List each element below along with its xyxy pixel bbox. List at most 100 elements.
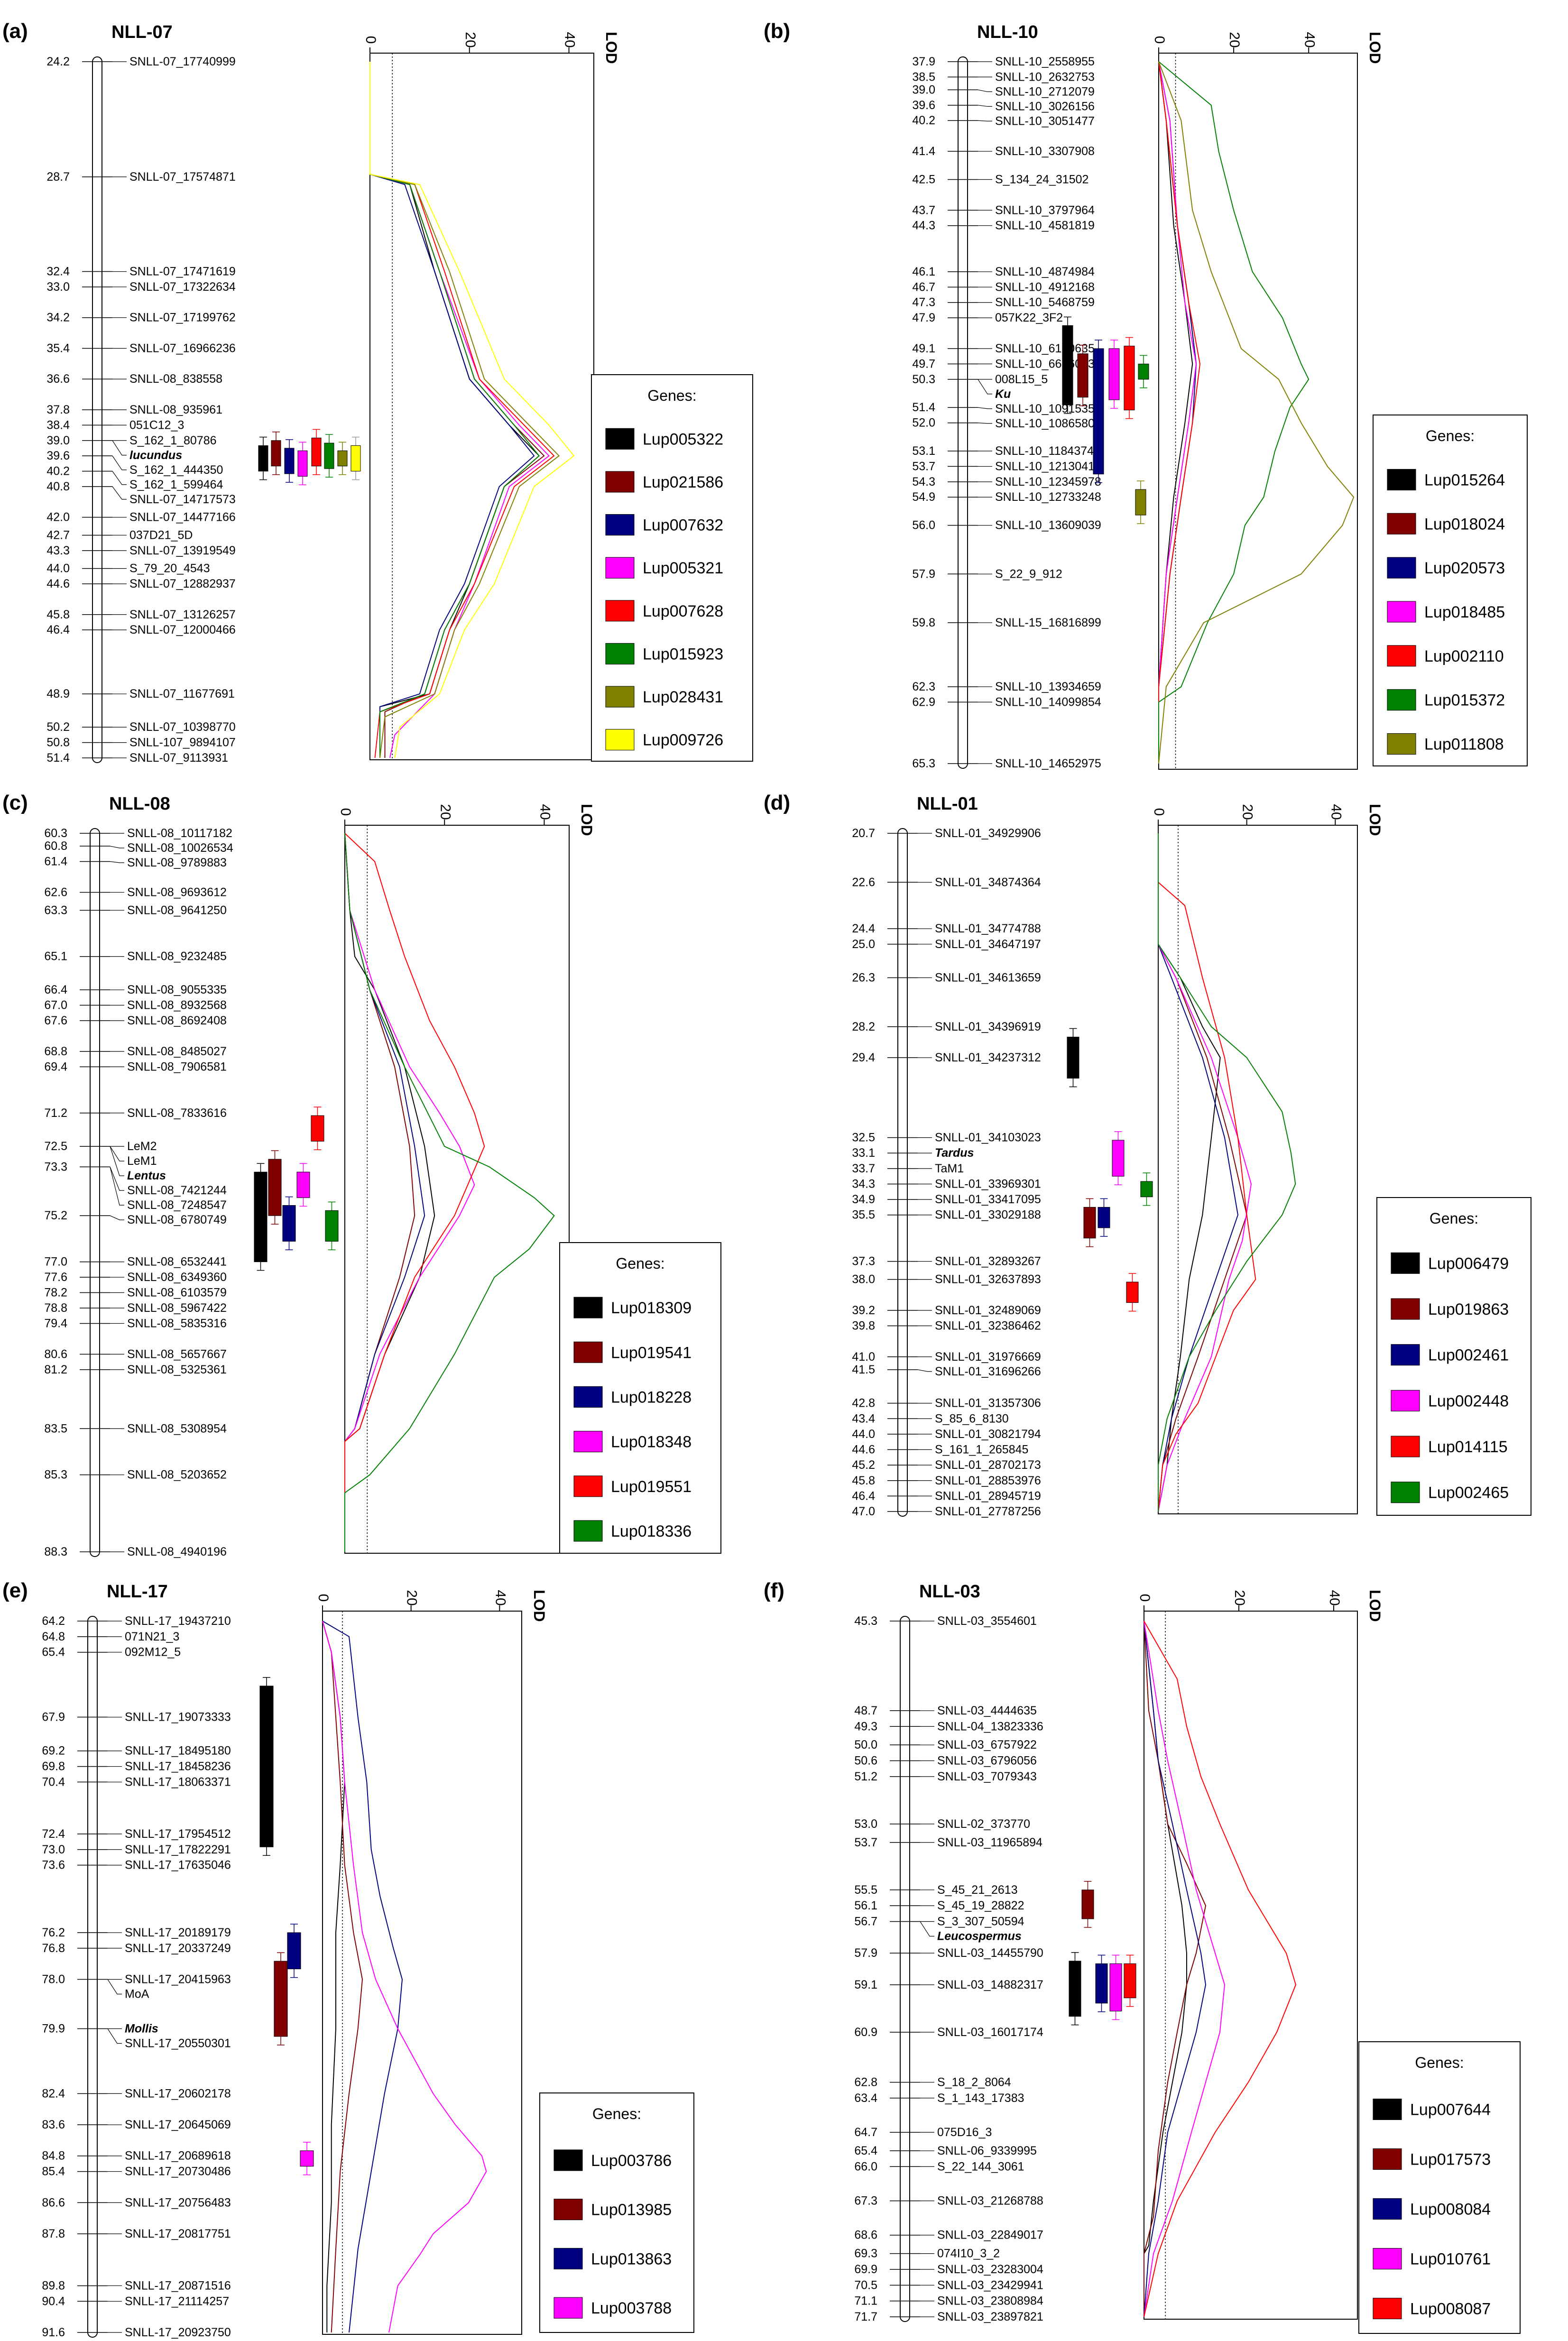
marker-position: 22.6 [852, 876, 875, 889]
marker-name: SNLL-01_32637893 [935, 1273, 1041, 1286]
marker-position: 63.4 [854, 2092, 877, 2105]
marker-name: SNLL-07_14477166 [129, 511, 236, 524]
qtl-interval-lup018336 [325, 1201, 339, 1251]
marker-connector [978, 120, 992, 122]
marker-name: SNLL-01_33029188 [935, 1208, 1041, 1222]
qtl-box [1138, 363, 1149, 380]
marker-name: SNLL-08_5835316 [127, 1317, 227, 1330]
marker-position: 45.8 [46, 608, 70, 621]
panel-label: (c) [2, 791, 28, 814]
marker-name: SNLL-01_31696266 [935, 1365, 1041, 1378]
legend-swatch [553, 2149, 583, 2171]
legend: Genes: Lup015264 Lup018024 Lup020573 Lup0184… [1373, 415, 1528, 766]
marker-position: 50.8 [46, 736, 70, 749]
lod-tick-label: 40 [1328, 804, 1344, 820]
qtl-box [296, 1171, 310, 1198]
marker-position: 50.3 [912, 373, 935, 386]
legend-swatch [605, 514, 635, 536]
legend-label: Lup015372 [1424, 691, 1505, 710]
marker-connector [110, 1215, 124, 1220]
legend-label: Lup018228 [611, 1388, 692, 1406]
legend: Genes: Lup006479 Lup019863 Lup002461 Lup0024… [1376, 1197, 1531, 1516]
marker-position: 34.2 [46, 311, 70, 324]
marker-position: 83.5 [44, 1422, 67, 1435]
marker-position: 56.7 [854, 1915, 877, 1928]
lod-plot: 0 20 40 LOD [1137, 1590, 1384, 2320]
marker-position: 38.4 [46, 418, 70, 432]
legend-label: Lup007632 [643, 516, 723, 535]
qtl-interval-lup018309 [254, 1163, 267, 1271]
lod-tick-label: 0 [338, 808, 353, 816]
marker-name: SNLL-17_17635046 [125, 1859, 231, 1872]
legend-swatch [573, 1386, 603, 1408]
qtl-interval-lup007632 [284, 439, 295, 483]
lod-profile-lup018348 [344, 833, 475, 1552]
qtl-box [254, 1171, 267, 1263]
marker-name: Tardus [935, 1146, 974, 1160]
qtl-box [287, 1932, 301, 1970]
marker-position: 54.9 [912, 490, 935, 504]
marker-position: 69.3 [854, 2247, 877, 2260]
marker-position: 63.3 [44, 903, 67, 917]
legend-swatch [1387, 469, 1416, 490]
marker-position: 62.9 [912, 695, 935, 709]
qtl-box [1140, 1181, 1153, 1198]
marker-position: 40.2 [912, 114, 935, 127]
marker-position: 89.8 [42, 2279, 65, 2292]
marker-name: SNLL-17_20337249 [125, 1942, 231, 1955]
marker-name: S_79_20_4543 [129, 562, 210, 575]
legend-swatch [553, 2297, 583, 2319]
marker-position: 81.2 [44, 1363, 67, 1376]
legend-swatch [1387, 601, 1416, 623]
qtl-interval-lup018485 [1108, 340, 1120, 409]
panel-nll-01: (d) NLL-01 20.7 SNLL-01_34929906 22.6 SNLL-01… [764, 791, 1531, 1518]
marker-name: S_161_1_265845 [935, 1443, 1028, 1456]
qtl-box [274, 1961, 288, 2037]
marker-position: 73.0 [42, 1843, 65, 1856]
marker-position: 53.1 [912, 444, 935, 458]
lod-tick-label: 40 [1327, 1590, 1342, 1605]
marker-position: 56.0 [912, 519, 935, 532]
marker-position: 67.0 [44, 999, 67, 1012]
marker-name: Leucospermus [937, 1929, 1022, 1943]
legend-label: Lup018336 [611, 1522, 692, 1540]
lod-profile-lup005321 [369, 62, 550, 758]
qtl-box [311, 1115, 324, 1142]
lod-plot: 0 20 40 LOD [315, 1590, 548, 2335]
marker-position: 39.2 [852, 1304, 875, 1317]
marker-position: 57.9 [854, 1946, 877, 1960]
marker-position: 32.5 [852, 1131, 875, 1144]
marker-name: SNLL-01_34774788 [935, 922, 1041, 935]
marker-name: SNLL-08_838558 [129, 372, 222, 386]
marker-position: 28.2 [852, 1020, 875, 1033]
marker-name: SNLL-08_5967422 [127, 1301, 227, 1315]
qtl-box [1098, 1207, 1110, 1228]
marker-name: SNLL-17_18495180 [125, 1744, 231, 1758]
qtl-interval-lup003786 [259, 1677, 274, 1856]
marker-name: SNLL-03_23808984 [937, 2295, 1043, 2308]
legend-swatch [553, 2248, 583, 2269]
marker-connector [978, 379, 992, 395]
marker-position: 55.5 [854, 1883, 877, 1897]
marker-name: SNLL-07_17574871 [129, 170, 236, 184]
marker-name: SNLL-10_5468759 [995, 296, 1095, 309]
marker-position: 69.8 [42, 1760, 65, 1773]
marker-name: SNLL-10_6150635 [995, 342, 1095, 355]
marker-position: 80.6 [44, 1347, 67, 1361]
marker-position: 62.6 [44, 885, 67, 899]
lod-profile-lup003788 [322, 1621, 487, 2333]
lod-profile-lup011808 [1158, 61, 1355, 764]
marker-position: 64.8 [42, 1630, 65, 1643]
marker-name: S_18_2_8064 [937, 2075, 1011, 2089]
marker-position: 35.4 [46, 341, 70, 355]
lod-axis-label: LOD [1366, 804, 1384, 836]
marker-position: 39.6 [46, 449, 70, 462]
marker-position: 91.6 [42, 2326, 65, 2339]
legend-label: Lup010761 [1410, 2250, 1491, 2268]
marker-position: 46.1 [912, 265, 935, 278]
marker-name: S_22_144_3061 [937, 2160, 1024, 2173]
marker-name: SNLL-17_20645069 [125, 2118, 231, 2131]
lod-plot-frame [322, 1611, 522, 2335]
marker-name: SNLL-07_12000466 [129, 623, 236, 636]
